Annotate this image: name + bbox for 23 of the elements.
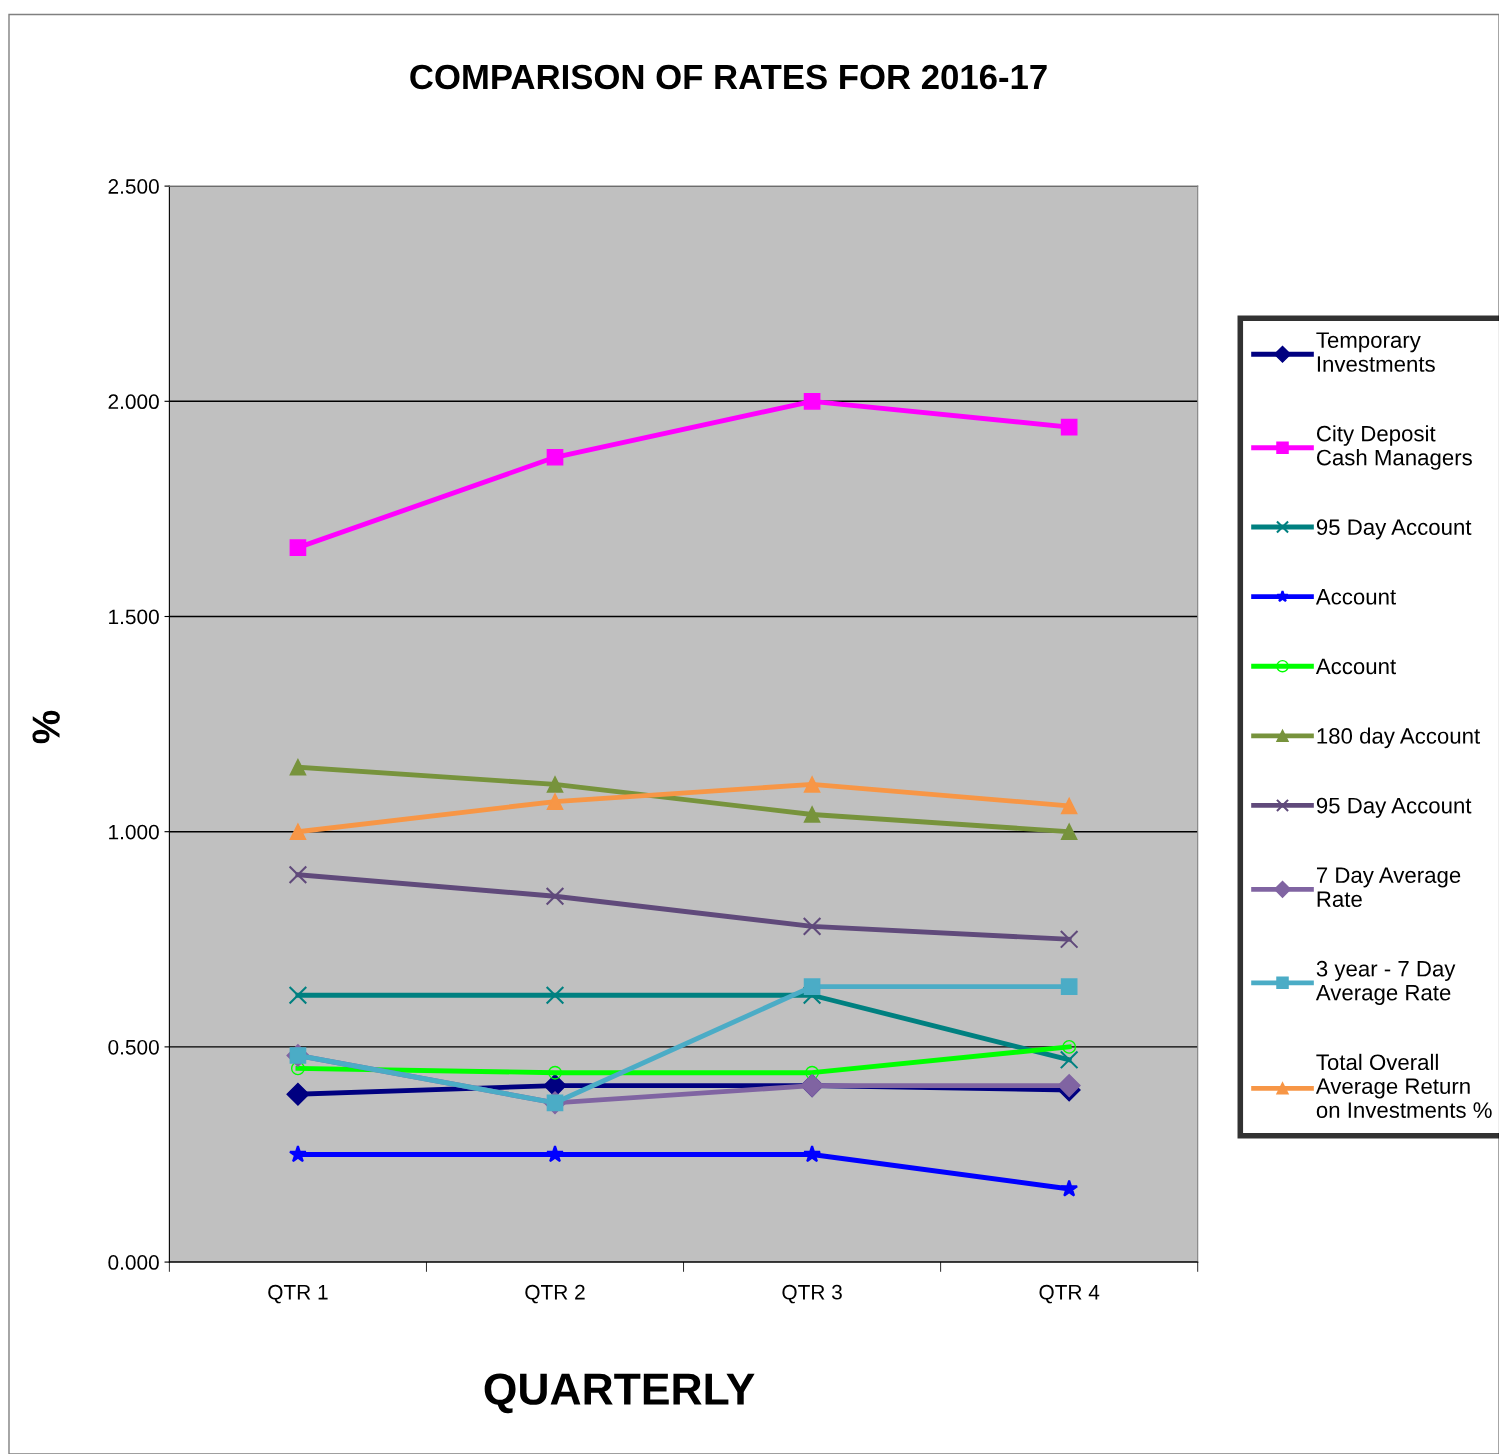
chart-title: COMPARISON OF RATES FOR 2016-17 <box>410 64 1047 90</box>
legend-label: 3 year - 7 Day Average Rate <box>1315 960 1456 1005</box>
legend-label: Account <box>1315 658 1396 675</box>
y-tick-label: 2.000 <box>108 394 159 410</box>
y-tick-label: 2.500 <box>108 179 159 194</box>
legend-label: 95 Day Account <box>1316 519 1472 540</box>
x-tick-label: QTR 2 <box>525 1284 585 1304</box>
y-tick-label: 1.500 <box>109 609 159 625</box>
y-tick-label: 0.000 <box>108 1255 159 1270</box>
x-tick-label: QTR 3 <box>782 1284 842 1304</box>
legend-label: 7 Day Average Rate <box>1316 867 1461 907</box>
y-tick-label: 1.000 <box>109 824 159 840</box>
legend-label: 180 day Account <box>1317 727 1481 749</box>
legend-label: Temporary Investments <box>1316 332 1435 372</box>
legend-label: City Deposit Cash Managers <box>1316 425 1472 470</box>
x-tick-label: QTR 4 <box>1039 1284 1100 1304</box>
legend-label: Total Overall Average Return on Investments % <box>1315 1053 1492 1118</box>
x-axis-title: QUARTERLY <box>484 1373 755 1414</box>
legend-label: Account <box>1315 589 1396 605</box>
y-tick-label: 0.500 <box>108 1039 159 1055</box>
x-tick-label: QTR 1 <box>268 1284 328 1304</box>
y-axis-title: % <box>32 710 60 744</box>
legend-label: 95 Day Account <box>1316 797 1472 818</box>
